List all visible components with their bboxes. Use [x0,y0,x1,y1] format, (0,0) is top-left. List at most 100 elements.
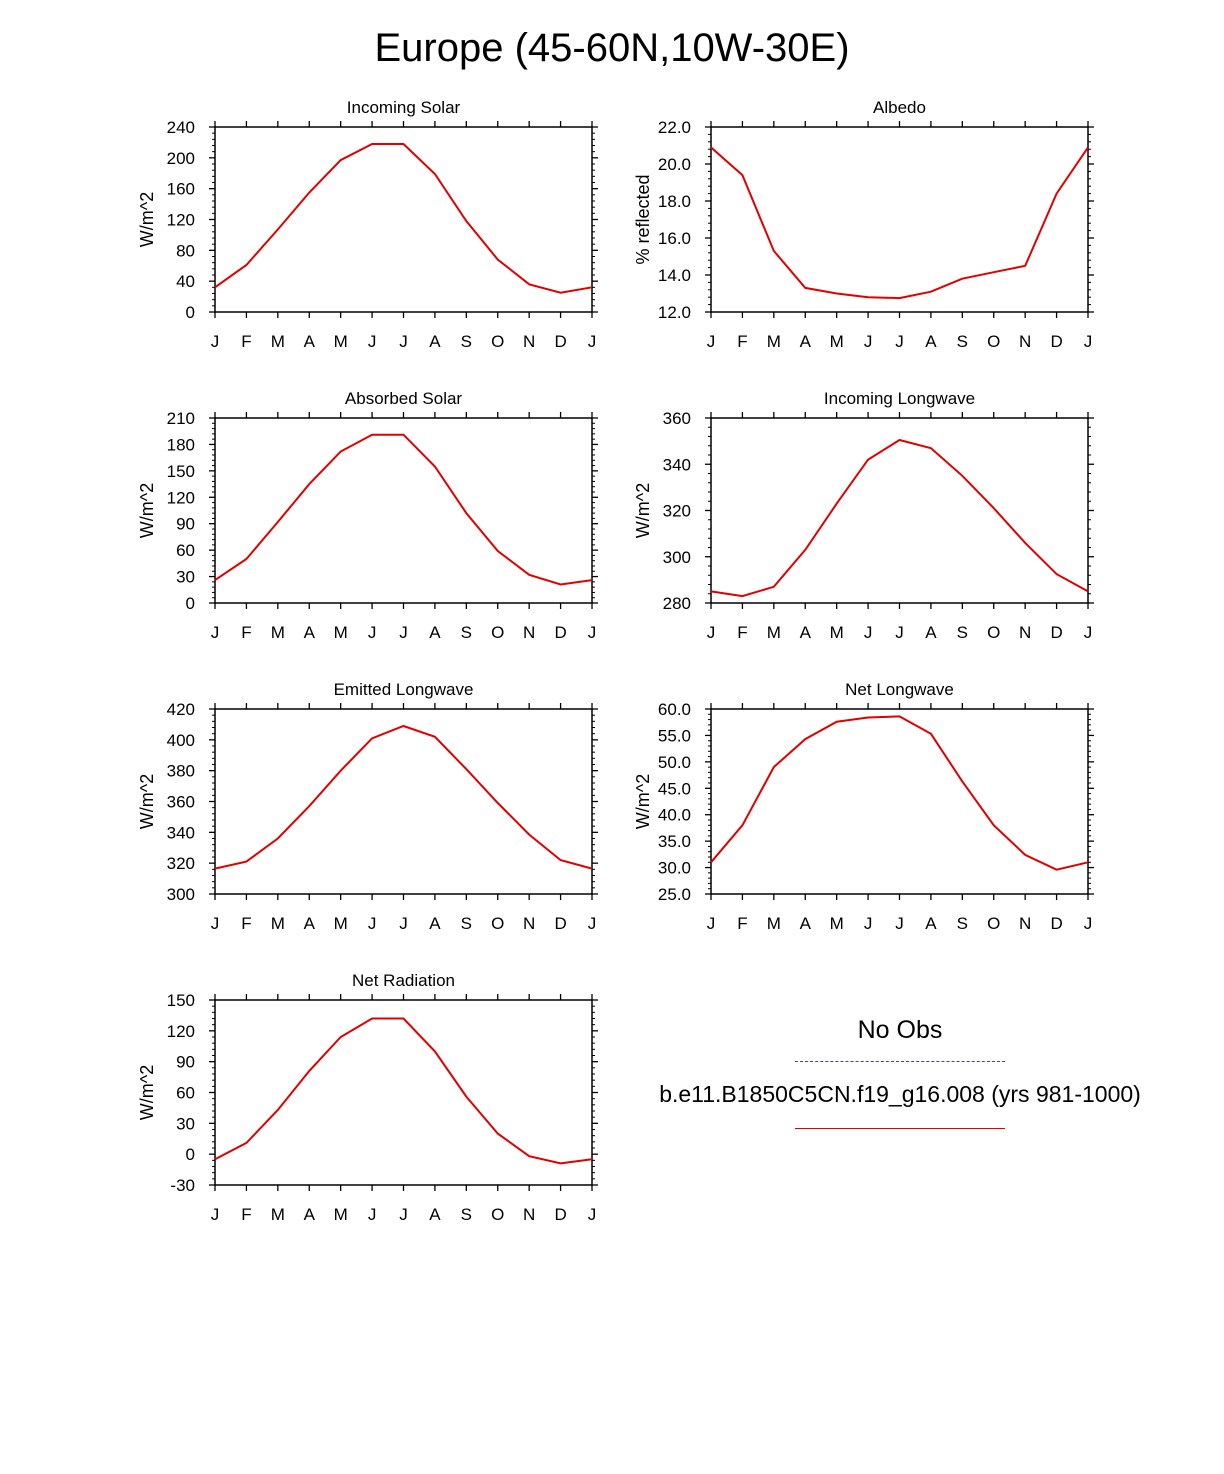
y-axis-label: W/m^2 [633,483,653,538]
y-tick-label: 380 [167,762,195,781]
chart-title: Incoming Longwave [824,389,975,408]
x-tick-label: F [737,332,747,351]
y-tick-label: 60 [176,1084,195,1103]
y-tick-label: 90 [176,1053,195,1072]
x-tick-label: S [461,914,472,933]
x-tick-label: S [957,623,968,642]
y-tick-label: 30.0 [658,859,691,878]
plot-frame [214,417,593,604]
x-tick-label: D [1050,332,1062,351]
y-tick-label: 90 [176,515,195,534]
y-tick-label: 120 [167,1022,195,1041]
legend-obs-label: No Obs [857,1016,943,1044]
y-tick-label: 55.0 [658,726,691,745]
series-line-incoming-solar [214,143,593,294]
x-tick-label: N [523,332,535,351]
x-tick-label: A [304,332,316,351]
y-tick-label: 360 [167,793,195,812]
chart-title: Incoming Solar [347,98,461,117]
x-tick-label: M [334,1205,348,1224]
x-tick-label: J [707,623,716,642]
x-tick-label: N [523,1205,535,1224]
x-tick-label: N [1019,623,1031,642]
legend-case-line [795,1128,1005,1129]
x-tick-label: J [211,623,220,642]
x-tick-label: J [864,332,873,351]
y-tick-label: 120 [167,211,195,230]
y-tick-label: 35.0 [658,832,691,851]
x-tick-label: D [1050,914,1062,933]
y-tick-label: 150 [167,462,195,481]
y-axis-label: W/m^2 [633,774,653,829]
y-tick-label: 340 [663,455,691,474]
series-line-net-longwave [710,715,1089,871]
x-tick-label: J [707,332,716,351]
x-tick-label: J [368,332,377,351]
y-tick-label: 80 [176,241,195,260]
x-tick-label: J [399,332,408,351]
chart-title: Absorbed Solar [345,389,463,408]
x-tick-label: F [737,914,747,933]
x-tick-label: A [429,1205,441,1224]
y-tick-label: 300 [663,548,691,567]
x-tick-label: J [1084,914,1093,933]
y-tick-label: 300 [167,885,195,904]
x-tick-label: D [554,623,566,642]
series-line-emitted-longwave [214,724,593,870]
x-tick-label: J [864,623,873,642]
x-tick-label: F [241,332,251,351]
y-tick-label: 60.0 [658,700,691,719]
x-tick-label: S [957,914,968,933]
y-tick-label: 0 [186,1145,195,1164]
y-tick-label: 60 [176,541,195,560]
x-tick-label: J [211,332,220,351]
y-tick-label: 320 [663,502,691,521]
y-tick-label: 0 [186,594,195,613]
y-tick-label: 160 [167,180,195,199]
y-axis-label: W/m^2 [137,774,157,829]
x-tick-label: M [767,332,781,351]
y-tick-label: 12.0 [658,303,691,322]
y-tick-label: 30 [176,1114,195,1133]
x-tick-label: J [588,332,597,351]
y-tick-label: 25.0 [658,885,691,904]
x-tick-label: M [767,623,781,642]
y-tick-label: 180 [167,435,195,454]
x-tick-label: A [429,623,441,642]
x-tick-label: A [925,914,937,933]
x-tick-label: A [800,623,812,642]
x-tick-label: J [864,914,873,933]
x-tick-label: S [461,623,472,642]
y-tick-label: 150 [167,991,195,1010]
x-tick-label: M [271,914,285,933]
y-tick-label: -30 [170,1176,195,1195]
y-axis-label: % reflected [633,174,653,264]
x-tick-label: A [429,332,441,351]
y-tick-label: 400 [167,731,195,750]
x-tick-label: F [737,623,747,642]
y-tick-label: 18.0 [658,192,691,211]
series-line-net-radiation [214,1017,593,1165]
y-axis-label: W/m^2 [137,192,157,247]
x-tick-label: N [1019,332,1031,351]
x-tick-label: J [368,914,377,933]
x-tick-label: J [1084,623,1093,642]
x-tick-label: M [830,623,844,642]
chart-title: Net Longwave [845,680,954,699]
x-tick-label: O [491,332,504,351]
x-tick-label: S [461,332,472,351]
x-tick-label: J [399,623,408,642]
series-line-absorbed-solar [214,433,593,586]
y-tick-label: 50.0 [658,753,691,772]
x-tick-label: J [895,623,904,642]
x-tick-label: M [334,332,348,351]
legend-case-label: b.e11.B1850C5CN.f19_g16.008 (yrs 981-100… [659,1081,1141,1107]
y-tick-label: 16.0 [658,229,691,248]
legend-obs-line [795,1061,1005,1062]
y-tick-label: 14.0 [658,266,691,285]
plot-frame [214,708,593,895]
